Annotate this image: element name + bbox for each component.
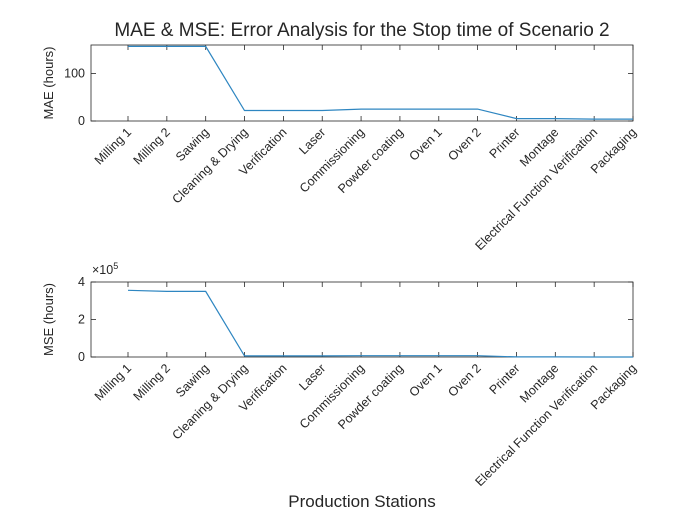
mse-ylabel: MSE (hours)	[41, 283, 56, 356]
mse-xtick-label: Laser	[296, 361, 328, 393]
mse-exponent-label: ×105	[92, 261, 118, 277]
mse-axes-box	[90, 281, 634, 358]
mse-series-line	[127, 289, 633, 358]
mae-xtick-label: Oven 2	[445, 125, 483, 163]
mae-xtick-label: Milling 2	[131, 125, 173, 167]
mse-xtick-label: Oven 2	[445, 361, 483, 399]
mse-xtick-label: Sawing	[173, 361, 212, 400]
mae-ytick-label: 100	[64, 67, 85, 81]
mae-ytick-label: 0	[78, 114, 85, 128]
mae-xtick-label: Printer	[487, 125, 523, 161]
mse-xtick-label: Milling 2	[131, 361, 173, 403]
mse-ytick-label: 4	[78, 275, 85, 289]
mae-xtick-label: Oven 1	[406, 125, 444, 163]
mse-xtick-label: Printer	[487, 361, 523, 397]
mae-ylabel: MAE (hours)	[41, 47, 56, 120]
mse-xtick-label: Oven 1	[406, 361, 444, 399]
mae-xtick-label: Milling 1	[92, 125, 134, 167]
chart-title: MAE & MSE: Error Analysis for the Stop t…	[114, 20, 609, 41]
mse-ytick-label: 0	[78, 350, 85, 364]
mae-xtick-label: Sawing	[173, 125, 212, 164]
mae-axes-box	[90, 44, 634, 122]
mse-ytick-label: 2	[78, 313, 85, 327]
mse-xtick-label: Milling 1	[92, 361, 134, 403]
mae-series-line	[128, 45, 633, 120]
mae-xtick-label: Laser	[296, 125, 328, 157]
x-axis-label: Production Stations	[288, 492, 435, 511]
